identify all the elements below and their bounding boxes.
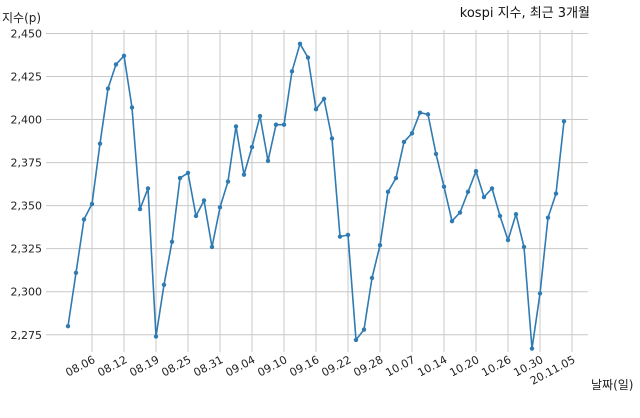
data-point [409,131,415,136]
data-point [73,270,79,275]
data-point [121,53,127,59]
data-point [361,327,367,332]
data-point [369,275,375,281]
data-point [433,151,439,157]
data-point [497,213,503,219]
data-point [177,175,183,181]
y-tick-label: 2,425 [11,70,43,83]
data-point [185,170,191,176]
x-tick-label: 09.22 [319,353,353,379]
y-tick-label: 2,400 [11,114,43,127]
data-point [481,194,487,200]
x-tick-label: 10.26 [479,353,513,379]
data-point [225,179,231,184]
data-point [273,122,279,127]
y-tick-label: 2,375 [11,157,43,170]
data-point [145,186,151,191]
x-axis-label: 날짜(일) [591,378,633,392]
data-point [297,41,303,46]
data-point [289,69,295,74]
data-point [105,86,111,91]
x-tick-label: 08.25 [159,353,193,379]
y-axis-label: 지수(p) [2,11,41,25]
data-point [241,172,247,177]
data-point [305,55,311,60]
data-point [465,189,471,195]
y-tick-label: 2,275 [11,329,43,342]
x-tick-label: 08.06 [63,353,97,379]
x-tick-label: 08.31 [191,353,225,379]
data-point [97,141,103,146]
data-point [561,119,567,124]
chart-title: kospi 지수, 최근 3개월 [460,6,590,21]
x-tick-label: 09.04 [223,353,257,379]
data-point [489,186,495,191]
data-point [553,191,559,196]
y-tick-label: 2,450 [11,27,43,40]
data-point [65,323,71,329]
x-tick-label: 08.19 [127,353,161,379]
data-point [201,198,207,203]
data-point [449,218,455,224]
data-point [537,291,543,296]
x-tick-label: 10.20 [447,353,481,379]
data-point [441,184,447,189]
data-point [329,136,335,141]
data-point [425,112,431,117]
data-point [257,113,263,119]
data-point [417,110,423,115]
data-point [81,217,87,222]
data-point [193,213,199,219]
data-point [385,189,391,195]
y-tick-label: 2,300 [11,286,43,299]
y-tick-label: 2,350 [11,200,43,213]
data-point [249,144,255,150]
data-point [337,234,343,239]
x-tick-label: 09.16 [287,353,321,379]
data-point [169,239,175,244]
data-point [521,244,527,250]
data-point [153,334,159,339]
data-point [321,96,327,102]
data-point [545,215,551,220]
y-tick-label: 2,325 [11,243,43,256]
series-kospi [65,41,567,351]
data-point [265,158,271,164]
data-point [313,107,319,112]
data-point [529,346,535,351]
data-point [137,206,143,212]
x-tick-label: 10.07 [383,353,417,379]
data-point [129,105,135,110]
data-point [89,201,95,207]
data-point [473,168,479,174]
data-point [209,244,215,250]
data-point [113,62,119,67]
data-point [161,282,167,288]
x-tick-label: 09.10 [255,353,289,379]
x-axis-ticks: 08.0608.1208.1908.2508.3109.0409.1009.16… [63,353,577,387]
data-point [377,243,383,248]
data-point [217,205,223,210]
data-point [281,122,287,127]
data-point [233,124,239,129]
data-point [345,232,351,238]
x-tick-label: 10.14 [415,353,449,379]
x-tick-label: 08.12 [95,353,129,379]
data-point [505,237,511,243]
data-point [457,210,463,215]
data-point [393,175,399,181]
y-axis-ticks: 2,275 2,300 2,325 2,350 2,375 2,400 2,425 2,450 [11,27,43,341]
data-point [353,337,359,343]
data-point [513,212,519,217]
x-tick-label: 09.28 [351,353,385,379]
data-point [401,139,407,145]
